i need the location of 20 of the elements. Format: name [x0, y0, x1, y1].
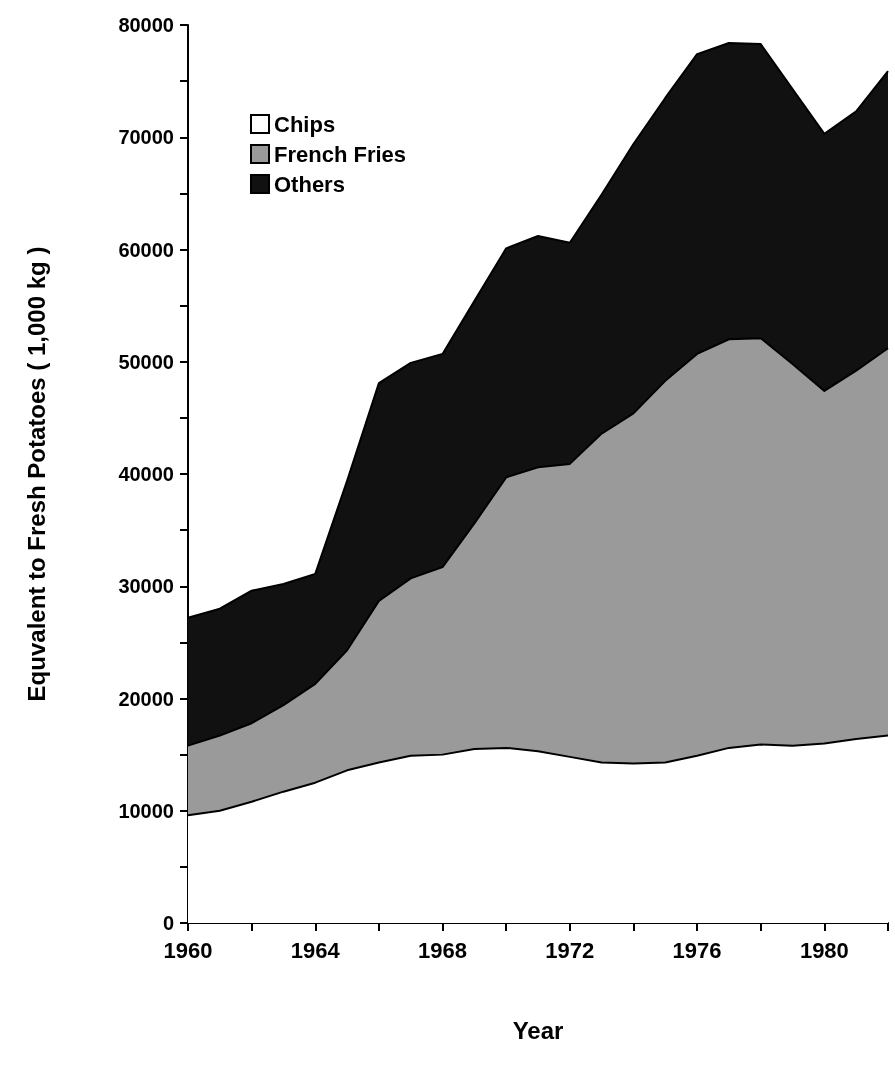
y-tick-label: 10000	[118, 799, 174, 822]
legend-label: French Fries	[274, 141, 407, 167]
y-tick-label: 30000	[118, 575, 174, 598]
x-tick-label: 1968	[418, 937, 468, 963]
x-tick-label: 1960	[163, 937, 213, 963]
y-tick-label: 20000	[118, 687, 174, 710]
x-tick-label: 1980	[799, 937, 849, 963]
y-axis-title: Equvalent to Fresh Potatoes ( 1,000 kg )	[22, 246, 50, 702]
y-tick-label: 80000	[118, 14, 174, 36]
legend-label: Chips	[274, 111, 336, 137]
x-tick-label: 1976	[672, 937, 722, 963]
x-axis-title: Year	[512, 1016, 564, 1044]
legend-label: Others	[274, 171, 345, 197]
y-tick-label: 60000	[118, 238, 174, 261]
x-tick-label: 1972	[545, 937, 595, 963]
y-tick-label: 70000	[118, 126, 174, 149]
y-tick-label: 40000	[118, 463, 174, 485]
x-tick-label: 1964	[290, 937, 341, 963]
y-tick-label: 0	[162, 912, 174, 934]
y-tick-label: 50000	[118, 350, 174, 373]
